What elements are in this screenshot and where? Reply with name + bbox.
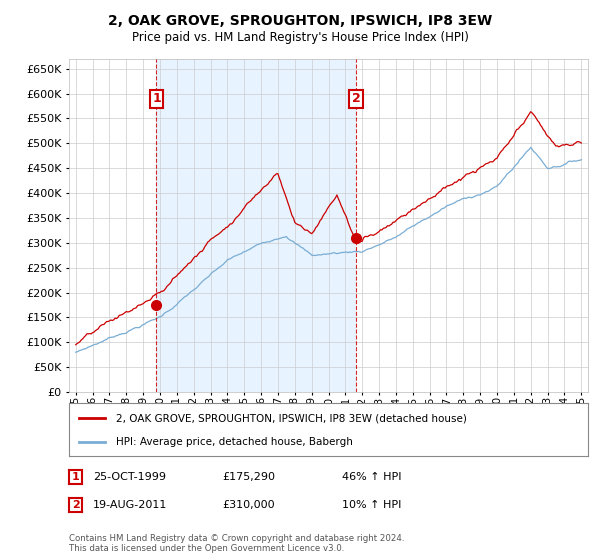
- Text: Contains HM Land Registry data © Crown copyright and database right 2024.
This d: Contains HM Land Registry data © Crown c…: [69, 534, 404, 553]
- Text: 25-OCT-1999: 25-OCT-1999: [93, 472, 166, 482]
- Text: 19-AUG-2011: 19-AUG-2011: [93, 500, 167, 510]
- Text: 2, OAK GROVE, SPROUGHTON, IPSWICH, IP8 3EW (detached house): 2, OAK GROVE, SPROUGHTON, IPSWICH, IP8 3…: [116, 413, 467, 423]
- Text: 2, OAK GROVE, SPROUGHTON, IPSWICH, IP8 3EW: 2, OAK GROVE, SPROUGHTON, IPSWICH, IP8 3…: [108, 14, 492, 28]
- Text: 2: 2: [352, 92, 361, 105]
- Text: 46% ↑ HPI: 46% ↑ HPI: [342, 472, 401, 482]
- Text: 1: 1: [152, 92, 161, 105]
- Text: HPI: Average price, detached house, Babergh: HPI: Average price, detached house, Babe…: [116, 436, 353, 446]
- Text: 1: 1: [72, 472, 79, 482]
- Bar: [157, 59, 356, 392]
- Text: 2: 2: [72, 500, 79, 510]
- Text: Price paid vs. HM Land Registry's House Price Index (HPI): Price paid vs. HM Land Registry's House …: [131, 31, 469, 44]
- Text: £310,000: £310,000: [222, 500, 275, 510]
- Text: 10% ↑ HPI: 10% ↑ HPI: [342, 500, 401, 510]
- Text: £175,290: £175,290: [222, 472, 275, 482]
